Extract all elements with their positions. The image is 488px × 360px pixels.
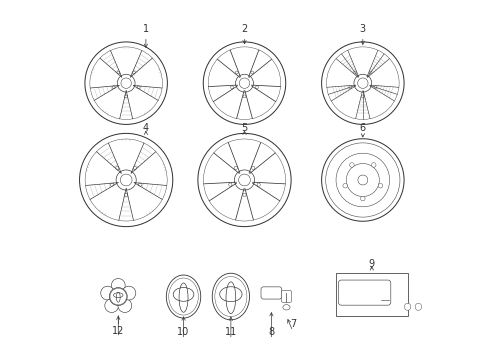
Text: 4: 4 — [142, 123, 149, 133]
Circle shape — [117, 74, 135, 92]
Ellipse shape — [282, 305, 289, 310]
Circle shape — [342, 184, 347, 188]
Circle shape — [122, 286, 136, 300]
Text: 2: 2 — [241, 24, 247, 35]
Circle shape — [137, 86, 140, 89]
Circle shape — [243, 193, 245, 197]
Circle shape — [121, 78, 131, 88]
Circle shape — [361, 95, 364, 98]
Circle shape — [349, 163, 353, 167]
Bar — [335, 273, 407, 316]
Text: 1: 1 — [142, 24, 149, 35]
Circle shape — [118, 299, 131, 312]
Circle shape — [257, 183, 260, 186]
Text: 12: 12 — [112, 325, 124, 336]
Circle shape — [117, 71, 120, 74]
FancyBboxPatch shape — [261, 287, 281, 299]
Circle shape — [124, 193, 127, 197]
Ellipse shape — [404, 303, 410, 310]
Text: 3: 3 — [359, 24, 365, 35]
Circle shape — [371, 163, 375, 167]
Circle shape — [353, 74, 371, 92]
Circle shape — [139, 183, 142, 186]
Ellipse shape — [166, 275, 201, 318]
Text: 8: 8 — [268, 327, 274, 337]
Circle shape — [235, 74, 253, 92]
Circle shape — [377, 184, 382, 188]
Circle shape — [234, 166, 237, 170]
Circle shape — [255, 86, 258, 89]
Circle shape — [132, 71, 135, 74]
Circle shape — [228, 183, 231, 186]
Ellipse shape — [427, 303, 433, 310]
Circle shape — [251, 166, 254, 170]
FancyBboxPatch shape — [281, 291, 291, 302]
Circle shape — [133, 166, 136, 170]
Circle shape — [357, 78, 367, 88]
Circle shape — [360, 196, 365, 201]
Circle shape — [234, 170, 254, 190]
Text: 6: 6 — [359, 123, 365, 133]
Circle shape — [120, 174, 132, 186]
Circle shape — [348, 86, 351, 89]
Text: 10: 10 — [177, 327, 189, 337]
Circle shape — [110, 183, 113, 186]
Circle shape — [235, 71, 238, 74]
Ellipse shape — [212, 273, 249, 320]
Circle shape — [373, 86, 376, 89]
Text: 9: 9 — [368, 259, 374, 269]
Text: 5: 5 — [241, 123, 247, 133]
FancyBboxPatch shape — [338, 280, 390, 305]
Circle shape — [116, 166, 119, 170]
Text: 11: 11 — [224, 327, 237, 337]
Ellipse shape — [414, 303, 421, 310]
Circle shape — [112, 86, 115, 89]
Circle shape — [124, 95, 127, 98]
Text: 7: 7 — [289, 319, 295, 329]
Circle shape — [101, 286, 114, 300]
Circle shape — [353, 71, 356, 74]
Circle shape — [238, 174, 250, 186]
Circle shape — [368, 71, 371, 74]
Circle shape — [116, 170, 136, 190]
Circle shape — [357, 175, 367, 185]
Circle shape — [104, 299, 118, 312]
Circle shape — [109, 288, 127, 306]
Circle shape — [230, 86, 233, 89]
Circle shape — [111, 279, 125, 292]
Circle shape — [239, 78, 249, 88]
Circle shape — [243, 95, 245, 98]
Circle shape — [250, 71, 253, 74]
